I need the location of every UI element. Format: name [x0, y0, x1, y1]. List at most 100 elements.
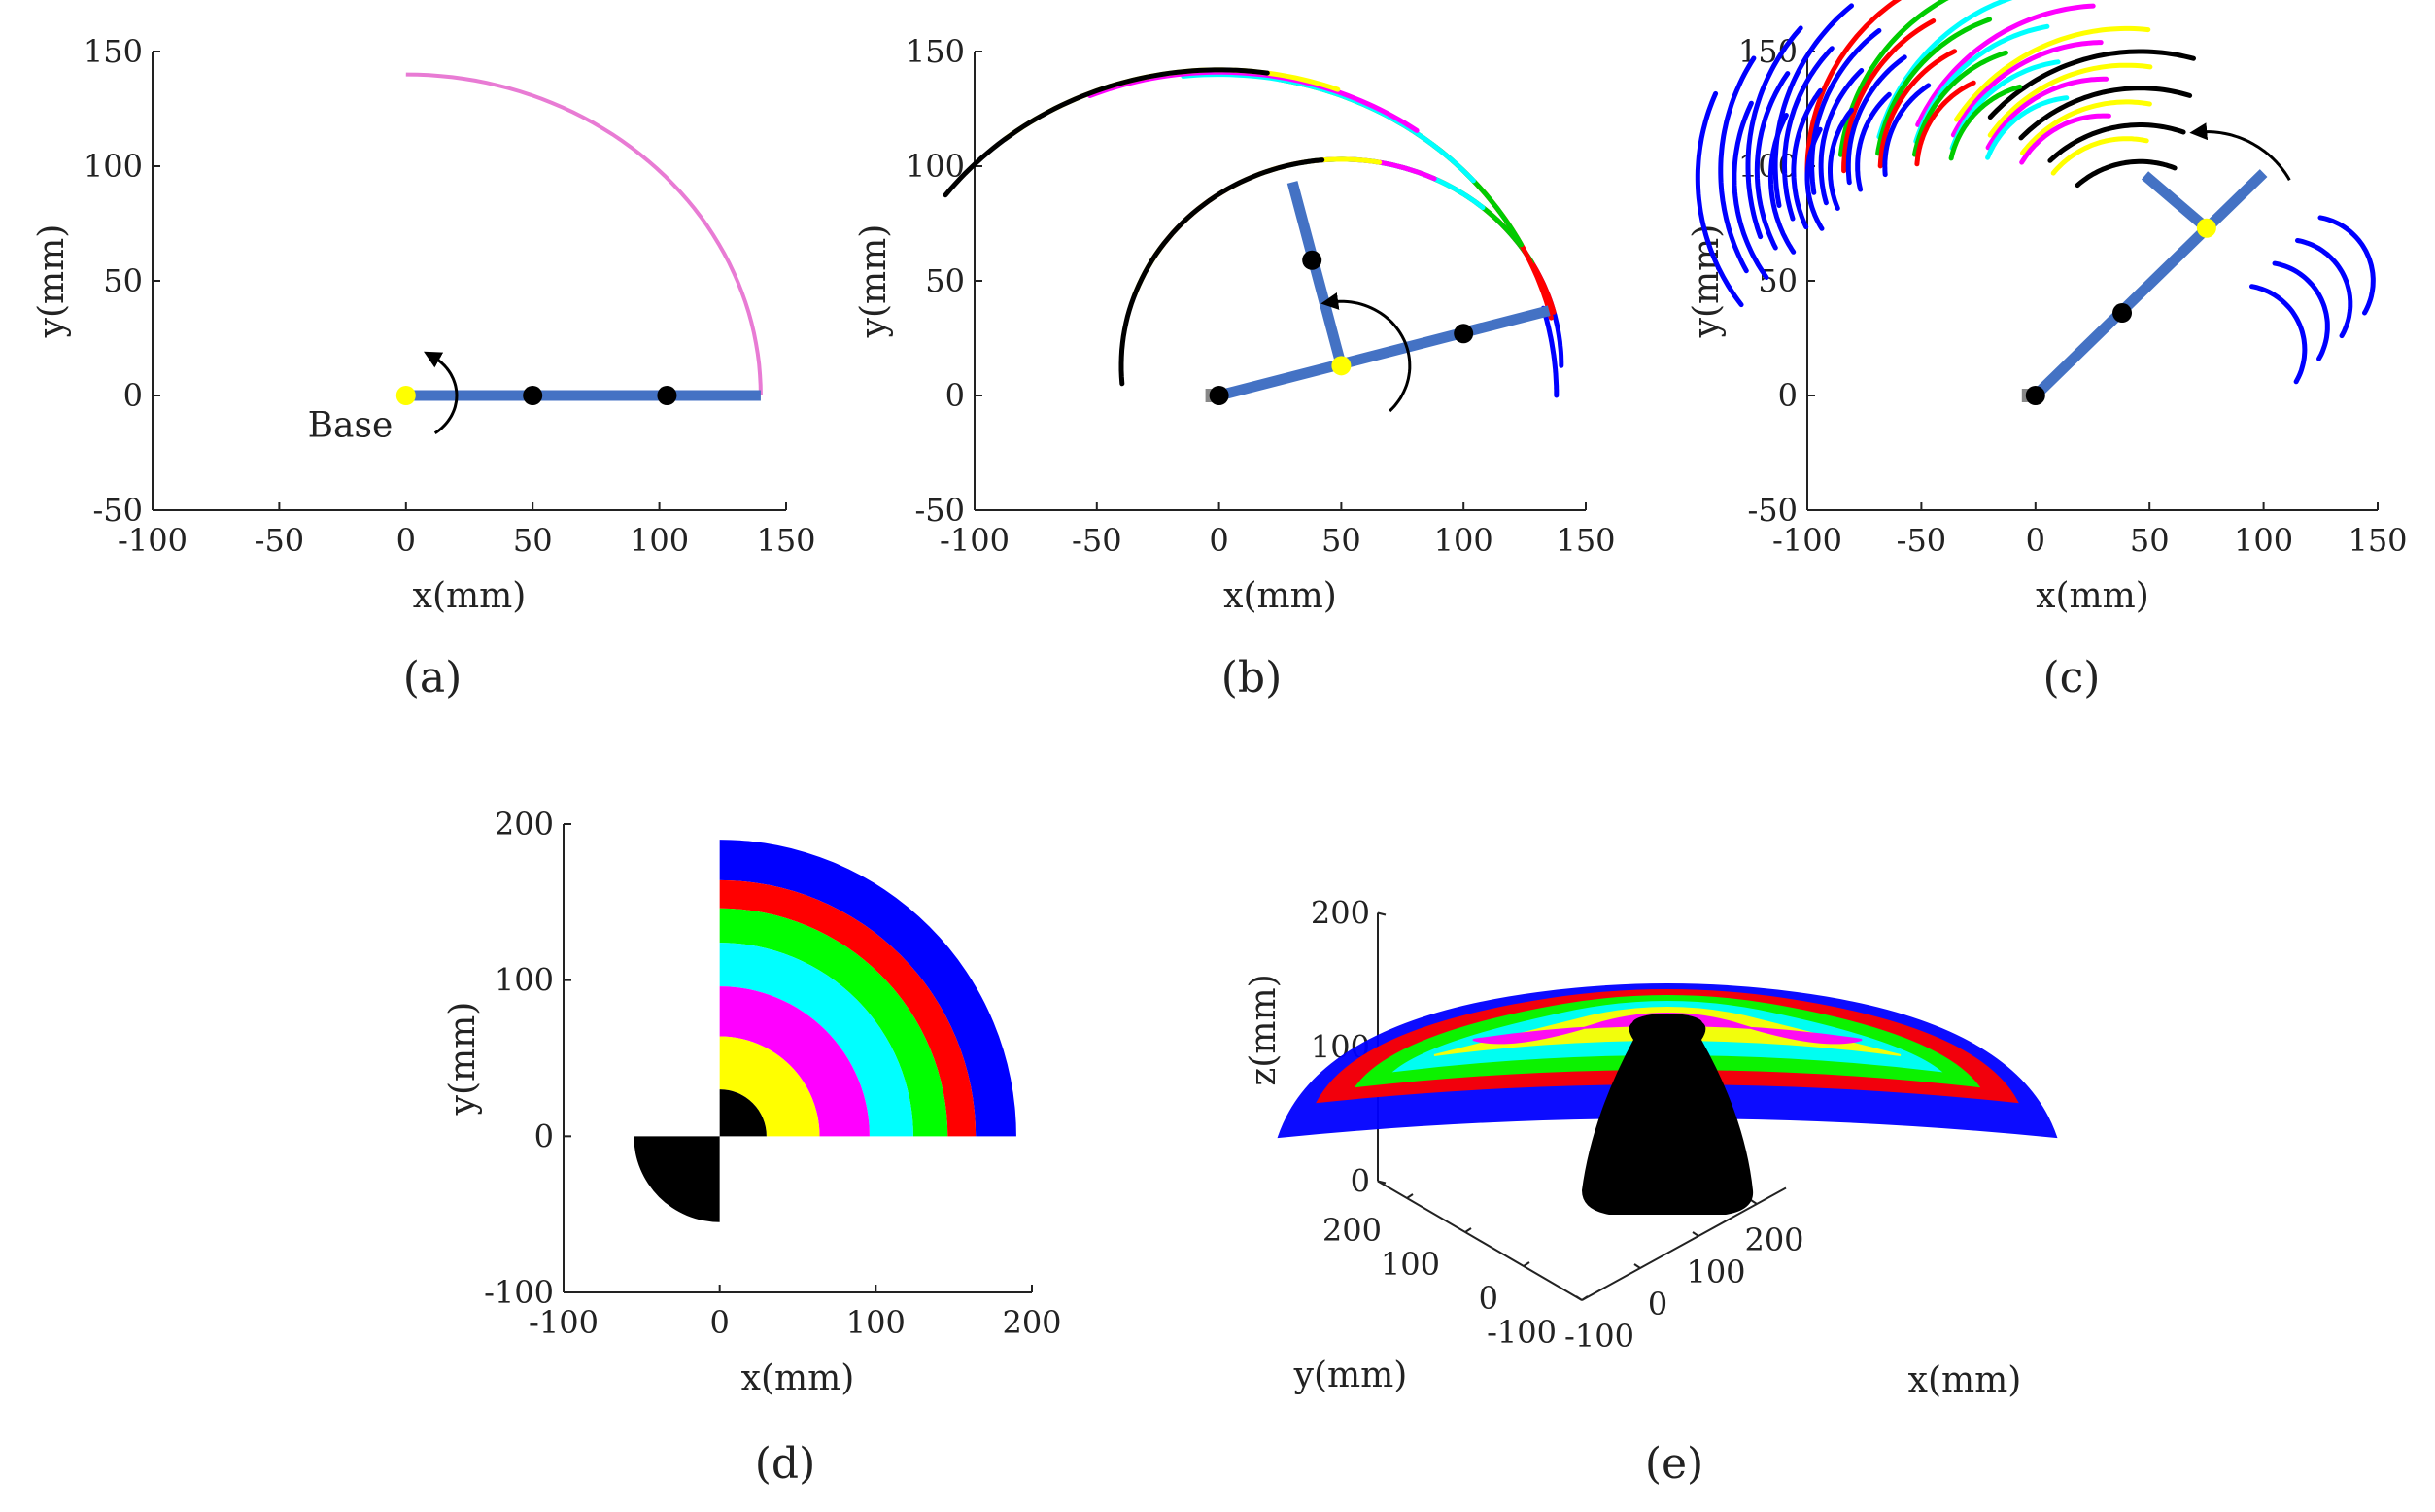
trajectory-arc: [1767, 113, 1797, 255]
y-tick-label: -100: [1487, 1314, 1557, 1351]
trajectory-arc: [1791, 87, 1823, 230]
x-tick-label: 150: [2348, 522, 2407, 559]
x-tick-label: 0: [396, 522, 416, 559]
trajectory-arc: [1118, 157, 1325, 387]
panel-d-label: (d): [755, 1439, 816, 1489]
trajectory-arc: [2295, 238, 2353, 339]
workspace-ring: [719, 943, 913, 1137]
x-tick-label: 0: [1209, 522, 1228, 559]
trajectory-arc: [2317, 215, 2376, 316]
trajectory-arc: [405, 72, 763, 396]
workspace-ring: [719, 879, 977, 1137]
x-tick-label: 50: [2130, 522, 2170, 559]
x-tick-label: 200: [1002, 1304, 1061, 1341]
x-tick-label: 150: [1556, 522, 1615, 559]
y-tick-label: 50: [1758, 262, 1798, 299]
x-tick-mark: [1750, 1199, 1758, 1205]
x-tick-label: 0: [1648, 1286, 1667, 1323]
arm-link: [2141, 171, 2211, 232]
z-tick-label: 0: [1351, 1163, 1370, 1200]
trajectory-arc: [1745, 25, 1803, 240]
workspace-sector: [634, 1136, 720, 1222]
y-tick-mark: [1406, 1193, 1414, 1199]
x-axis-label: x(mm): [2036, 576, 2149, 616]
workspace-ring: [719, 840, 1016, 1137]
x-tick-label: 0: [709, 1304, 729, 1341]
joint-marker: [523, 386, 543, 405]
panel-a: -100 -50 0 50 100 150-50050100150x(mm)y(mm)Ba…: [32, 33, 816, 703]
y-tick-label: 0: [1778, 377, 1798, 414]
trajectory-arc: [1985, 95, 2070, 160]
trajectory-arc: [1540, 305, 1560, 398]
x-axis-label: x(mm): [1223, 576, 1337, 616]
trajectory-arc: [1915, 3, 2096, 127]
x-tick-label: -100: [118, 522, 188, 559]
arm-link: [2031, 169, 2268, 399]
panel-c-label: (c): [2043, 653, 2101, 703]
rotation-arrow: [2189, 122, 2291, 181]
trajectory-arc: [1837, 0, 1949, 157]
trajectory-arc: [1772, 3, 1854, 208]
z-tick-mark: [1377, 1180, 1387, 1185]
x-axis-label: x(mm): [413, 576, 527, 616]
base-joint-marker: [2196, 218, 2216, 238]
x-tick-label: -50: [255, 522, 305, 559]
x-tick-label: 50: [513, 522, 553, 559]
trajectory-arc: [1804, 126, 1825, 231]
joint-marker: [657, 386, 677, 405]
trajectory-arc: [1388, 115, 1554, 321]
y-tick-label: 50: [103, 262, 143, 299]
base-joint-marker: [395, 386, 416, 405]
x-tick-label: -50: [1072, 522, 1122, 559]
x-tick-label: 100: [2234, 522, 2293, 559]
trajectory-arc: [1985, 76, 2109, 151]
z-tick-label: 200: [1311, 895, 1370, 932]
trajectory-arc: [1732, 100, 1769, 280]
joint-marker: [2025, 386, 2045, 405]
trajectory-arc: [1841, 18, 1937, 174]
panel-d-plot: -100 0 100 200 -100 0 100 200 x(mm) y(mm): [443, 806, 1062, 1398]
x-tick-label: 0: [2026, 522, 2045, 559]
y-tick-label: 50: [925, 262, 965, 299]
trajectory-arc: [1804, 0, 1903, 181]
trajectory-arc: [943, 67, 1270, 198]
panel-e: -1000100200-10001002000100200x(mm)y(mm)z…: [1244, 895, 2058, 1489]
y-tick-label: 100: [906, 148, 965, 185]
joint-marker: [2112, 303, 2133, 324]
arm-link: [1286, 181, 1347, 367]
trajectory-arc: [1954, 25, 2151, 122]
x-tick-label: -100: [529, 1304, 599, 1341]
trajectory-arc: [1828, 107, 1854, 211]
y-tick-label: 150: [906, 33, 965, 70]
trajectory-arc: [1877, 49, 1958, 169]
trajectory-arc: [1987, 62, 2153, 138]
joint-marker: [1454, 324, 1474, 344]
y-tick-label: 0: [534, 1117, 554, 1154]
y-tick-label: 150: [1738, 33, 1798, 70]
y-tick-mark: [1464, 1227, 1472, 1233]
panel-a-label: (a): [403, 653, 463, 703]
trajectory-arc: [1875, 17, 1993, 156]
trajectory-arc: [2050, 136, 2149, 176]
y-axis-line: [1377, 1180, 1583, 1301]
y-tick-label: 100: [1381, 1246, 1440, 1283]
x-tick-label: 100: [630, 522, 689, 559]
x-tick-label: -100: [940, 522, 1010, 559]
x-tick-label: -50: [1897, 522, 1947, 559]
trajectory-arc: [1912, 50, 2008, 157]
x-tick-mark: [1692, 1231, 1699, 1237]
trajectory-arc: [1882, 83, 1932, 178]
x-axis-label: x(mm): [1908, 1360, 2022, 1400]
trajectory-arc: [2018, 86, 2193, 141]
trajectory-arc: [2019, 113, 2111, 165]
joint-marker: [1302, 250, 1322, 270]
x-tick-label: 50: [1321, 522, 1361, 559]
trajectory-arc: [1818, 68, 1865, 206]
x-tick-label: 200: [1744, 1221, 1803, 1258]
x-tick-mark: [1575, 1295, 1583, 1301]
trajectory-arc: [1781, 46, 1835, 222]
